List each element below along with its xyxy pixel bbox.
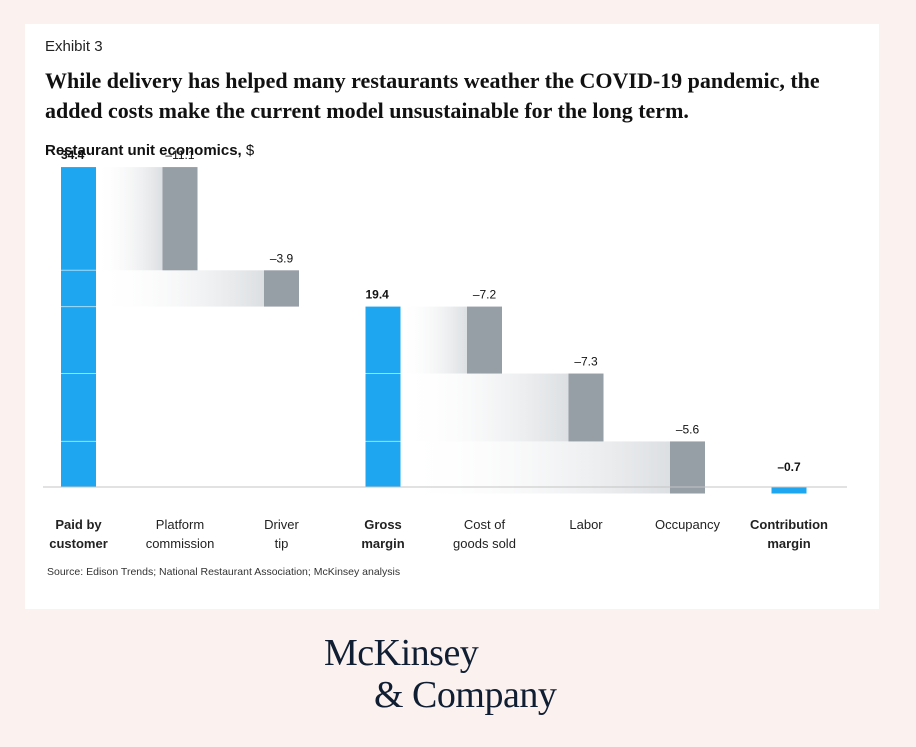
chart-headline: While delivery has helped many restauran…	[45, 68, 820, 123]
value-label: –11.1	[165, 148, 194, 162]
category-label-line: commission	[146, 536, 215, 551]
value-label: –7.3	[574, 355, 598, 369]
waterfall-chart: 34.4 –11.1 –3.9 19.4 –7.2 –7.3 –5.6 –0.7 Paid by…	[43, 148, 847, 551]
category-label-line: Occupancy	[655, 517, 721, 532]
source-note: Source: Edison Trends; National Restaura…	[47, 566, 401, 578]
category-label-line: margin	[361, 536, 404, 551]
bar	[771, 487, 807, 494]
category-label: Paid by customer	[49, 517, 108, 551]
value-label: 19.4	[366, 288, 390, 302]
bar	[365, 306, 401, 487]
connector-band	[400, 441, 670, 494]
bar	[670, 441, 705, 494]
value-label: 34.4	[61, 148, 85, 162]
category-label-line: goods sold	[453, 536, 516, 551]
bar	[568, 373, 604, 442]
subtitle-unit: $	[245, 142, 255, 159]
chart-subtitle: Restaurant unit economics, $	[45, 142, 254, 159]
category-label-line: Cost of	[464, 517, 506, 532]
category-label-line: margin	[767, 536, 810, 551]
category-label: Contribution margin	[750, 517, 828, 551]
category-label: Gross margin	[361, 517, 404, 551]
exhibit-card: Exhibit 3 While delivery has helped many…	[25, 24, 879, 609]
mckinsey-logo: McKinsey & Company	[324, 632, 557, 716]
value-label: –0.7	[777, 460, 801, 474]
category-label-line: Gross	[364, 517, 402, 532]
logo-line-1: McKinsey	[324, 632, 479, 674]
category-label: Driver tip	[264, 517, 299, 551]
connector-band	[400, 306, 467, 374]
category-label-line: tip	[275, 536, 289, 551]
category-label: Labor	[569, 517, 603, 532]
subtitle-main: Restaurant unit economics,	[45, 142, 242, 159]
category-label-line: Driver	[264, 517, 299, 532]
value-label: –5.6	[676, 422, 700, 436]
category-label-line: Platform	[156, 517, 204, 532]
value-label: –3.9	[270, 251, 294, 265]
connector-band	[96, 270, 264, 307]
category-label-line: Contribution	[750, 517, 828, 532]
category-label-line: Labor	[569, 517, 603, 532]
connector-band	[400, 373, 569, 442]
bar	[61, 167, 96, 487]
category-label: Cost of goods sold	[453, 517, 516, 551]
exhibit-label: Exhibit 3	[45, 38, 103, 55]
category-label-line: customer	[49, 536, 108, 551]
category-label: Platform commission	[146, 517, 215, 551]
logo-line-2: & Company	[374, 674, 557, 716]
bar	[162, 167, 198, 271]
bar	[264, 270, 299, 307]
category-label: Occupancy	[655, 517, 721, 532]
connector-band	[96, 167, 163, 271]
value-label: –7.2	[473, 288, 497, 302]
category-label-line: Paid by	[55, 517, 102, 532]
bar	[467, 306, 502, 374]
